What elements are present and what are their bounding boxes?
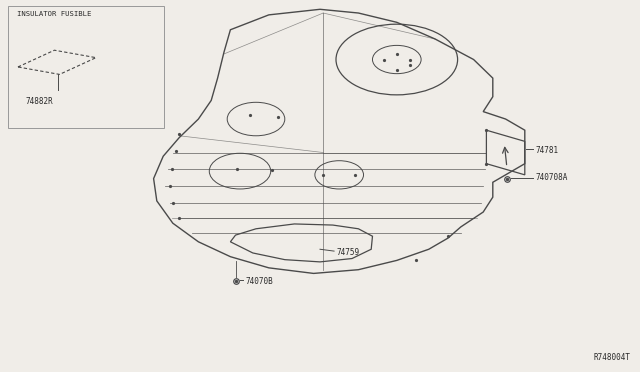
- Text: 74070B: 74070B: [245, 277, 273, 286]
- FancyBboxPatch shape: [8, 6, 164, 128]
- Text: 740708A: 740708A: [535, 173, 568, 182]
- Text: R748004T: R748004T: [593, 353, 630, 362]
- Text: 74781: 74781: [535, 146, 558, 155]
- Text: 74759: 74759: [337, 248, 360, 257]
- Text: 74882R: 74882R: [26, 97, 54, 106]
- Text: INSULATOR FUSIBLE: INSULATOR FUSIBLE: [17, 11, 92, 17]
